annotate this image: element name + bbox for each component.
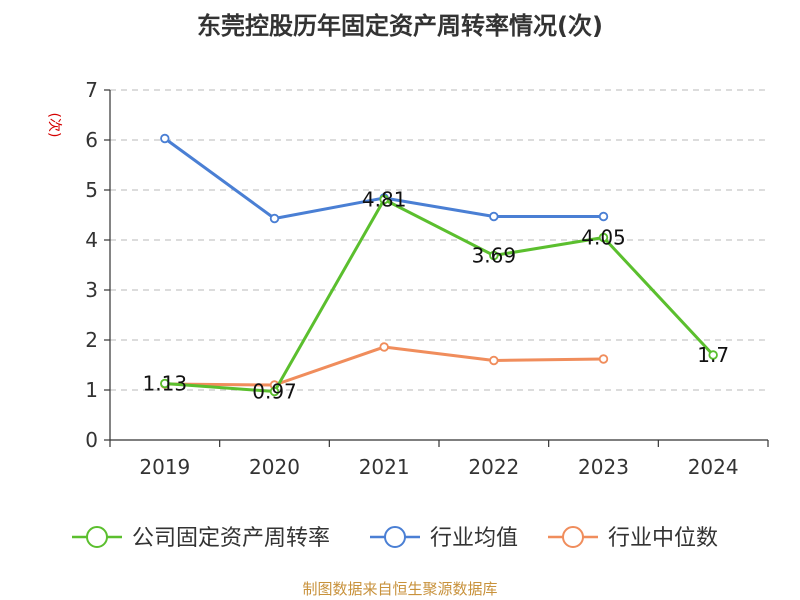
data-label-2024: 1.7 [697, 343, 729, 367]
data-point-2-2023 [598, 354, 609, 364]
data-point-0-2020 [269, 386, 280, 397]
y-axis-unit-label: (次) [46, 113, 62, 138]
legend-marker-0 [86, 526, 108, 548]
y-tick-label-1: 1 [85, 378, 98, 402]
source-note: 制图数据来自恒生聚源数据库 [302, 580, 497, 598]
data-point-1-2022 [489, 211, 499, 222]
series-line-0 [164, 198, 715, 393]
x-tick-label-2021: 2021 [359, 455, 410, 479]
data-labels: 1.13 0.97 4.81 3.69 4.05 1.7 [143, 188, 730, 404]
legend-label-0: 公司固定资产周转率 [132, 526, 330, 551]
data-point-1-2020 [269, 213, 280, 224]
series-line-2 [164, 345, 604, 387]
x-tick-label-2020: 2020 [249, 455, 300, 479]
y-tick-label-5: 5 [85, 178, 98, 202]
y-tick-label-6: 6 [85, 128, 98, 152]
data-label-2022: 3.69 [472, 244, 517, 268]
data-point-0-2024 [708, 350, 718, 360]
y-tick-label-4: 4 [85, 228, 98, 252]
y-axis-ticks: 0 1 2 3 4 5 6 7 [85, 78, 110, 452]
data-point-0-2021 [379, 194, 389, 205]
data-label-2023: 4.05 [581, 226, 626, 250]
legend-label-2: 行业中位数 [608, 526, 718, 551]
y-tick-label-7: 7 [85, 78, 98, 102]
x-tick-label-2022: 2022 [468, 455, 519, 479]
legend-marker-1 [384, 526, 406, 548]
chart-title: 东莞控股历年固定资产周转率情况(次) [197, 12, 603, 40]
data-label-2020: 0.97 [252, 380, 297, 404]
x-tick-label-2019: 2019 [139, 455, 190, 479]
legend-label-1: 行业均值 [430, 526, 518, 551]
x-tick-label-2023: 2023 [578, 455, 629, 479]
data-point-0-2023 [598, 232, 609, 243]
y-tick-label-2: 2 [85, 328, 98, 352]
series-layer [160, 133, 718, 397]
y-tick-label-0: 0 [85, 428, 98, 452]
data-point-1-2019 [160, 133, 170, 144]
data-label-2019: 1.13 [143, 372, 188, 396]
legend: 公司固定资产周转率 行业均值 行业中位数 [72, 526, 718, 551]
y-tick-label-3: 3 [85, 278, 98, 302]
legend-marker-2 [562, 526, 584, 548]
data-point-2-2021 [379, 342, 389, 352]
x-tick-label-2024: 2024 [688, 455, 739, 479]
data-point-2-2022 [489, 355, 499, 366]
x-axis-ticks: 2019 2020 2021 2022 2023 2024 [109, 440, 769, 479]
data-point-0-2019 [160, 378, 170, 389]
data-label-2021: 4.81 [362, 188, 407, 212]
data-point-1-2023 [598, 211, 609, 222]
gridlines [110, 89, 768, 391]
data-point-0-2022 [489, 250, 499, 261]
